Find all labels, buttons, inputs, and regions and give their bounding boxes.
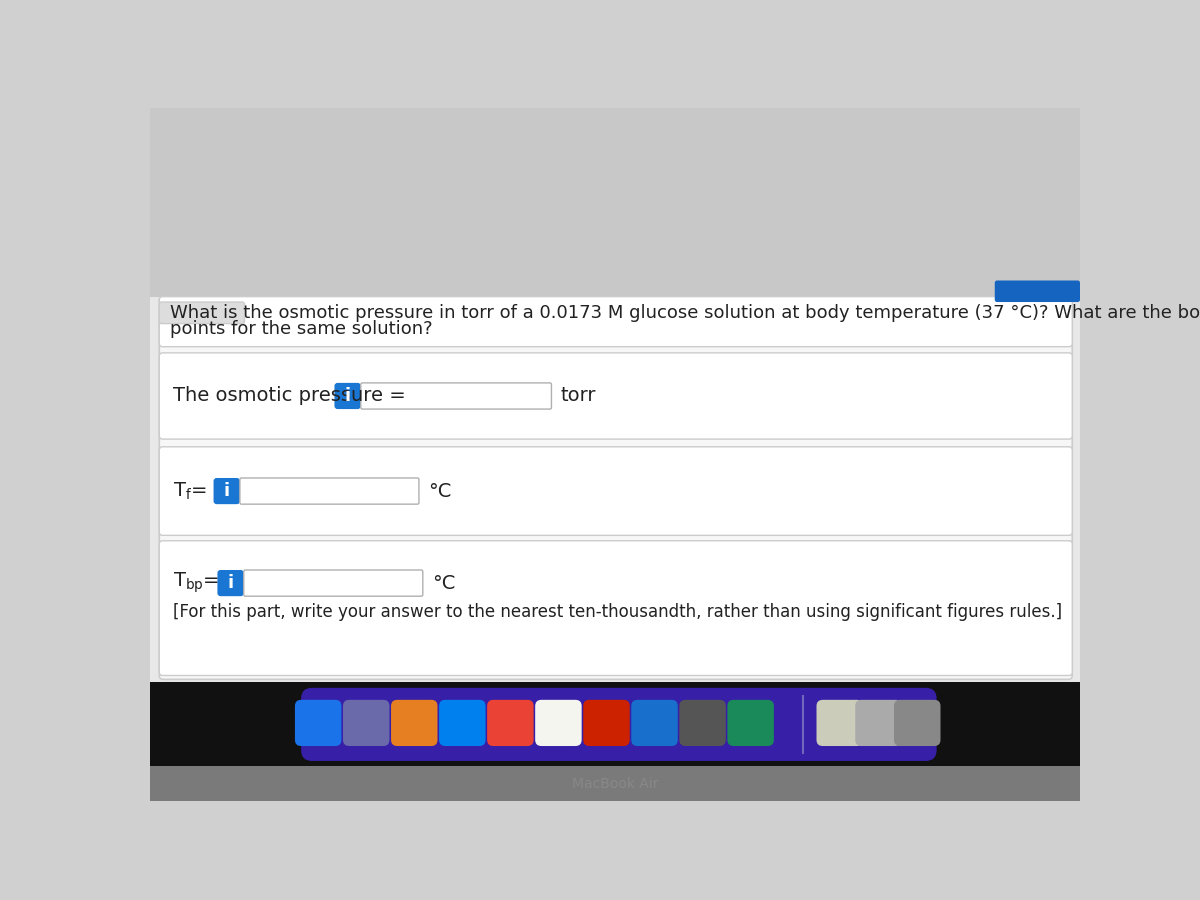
Text: °C: °C bbox=[428, 482, 451, 500]
Text: T$_\mathregular{f}$=: T$_\mathregular{f}$= bbox=[173, 481, 208, 501]
FancyBboxPatch shape bbox=[631, 700, 678, 746]
FancyBboxPatch shape bbox=[244, 570, 422, 596]
Text: What is the osmotic pressure in torr of a 0.0173 M glucose solution at body temp: What is the osmotic pressure in torr of … bbox=[170, 304, 1200, 322]
FancyBboxPatch shape bbox=[487, 700, 534, 746]
FancyBboxPatch shape bbox=[160, 353, 1073, 439]
FancyBboxPatch shape bbox=[150, 297, 1080, 681]
FancyBboxPatch shape bbox=[150, 767, 1080, 801]
Text: The osmotic pressure =: The osmotic pressure = bbox=[173, 386, 413, 406]
FancyBboxPatch shape bbox=[150, 108, 1080, 297]
FancyBboxPatch shape bbox=[816, 700, 863, 746]
Text: [For this part, write your answer to the nearest ten-thousandth, rather than usi: [For this part, write your answer to the… bbox=[173, 603, 1062, 621]
FancyBboxPatch shape bbox=[343, 700, 390, 746]
Text: torr: torr bbox=[560, 386, 596, 406]
FancyBboxPatch shape bbox=[160, 446, 1073, 536]
FancyBboxPatch shape bbox=[439, 700, 486, 746]
FancyBboxPatch shape bbox=[160, 541, 1073, 676]
FancyBboxPatch shape bbox=[535, 700, 582, 746]
FancyBboxPatch shape bbox=[214, 478, 240, 504]
FancyBboxPatch shape bbox=[150, 681, 1080, 801]
FancyBboxPatch shape bbox=[301, 688, 937, 761]
Text: i: i bbox=[228, 574, 234, 592]
FancyBboxPatch shape bbox=[160, 297, 1073, 346]
FancyBboxPatch shape bbox=[894, 700, 941, 746]
FancyBboxPatch shape bbox=[856, 700, 901, 746]
FancyBboxPatch shape bbox=[679, 700, 726, 746]
Text: i: i bbox=[223, 482, 229, 500]
FancyBboxPatch shape bbox=[240, 478, 419, 504]
FancyBboxPatch shape bbox=[335, 382, 361, 410]
Text: MacBook Air: MacBook Air bbox=[571, 777, 659, 791]
Text: °C: °C bbox=[432, 573, 456, 592]
Text: points for the same solution?: points for the same solution? bbox=[170, 320, 433, 338]
FancyBboxPatch shape bbox=[995, 281, 1080, 302]
FancyBboxPatch shape bbox=[361, 382, 552, 410]
FancyBboxPatch shape bbox=[727, 700, 774, 746]
FancyBboxPatch shape bbox=[295, 700, 342, 746]
FancyBboxPatch shape bbox=[391, 700, 438, 746]
FancyBboxPatch shape bbox=[160, 297, 1073, 680]
FancyBboxPatch shape bbox=[583, 700, 630, 746]
Text: i: i bbox=[344, 387, 350, 405]
FancyBboxPatch shape bbox=[160, 302, 245, 324]
FancyBboxPatch shape bbox=[217, 570, 244, 596]
Text: T$_\mathregular{bp}$=: T$_\mathregular{bp}$= bbox=[173, 571, 220, 595]
